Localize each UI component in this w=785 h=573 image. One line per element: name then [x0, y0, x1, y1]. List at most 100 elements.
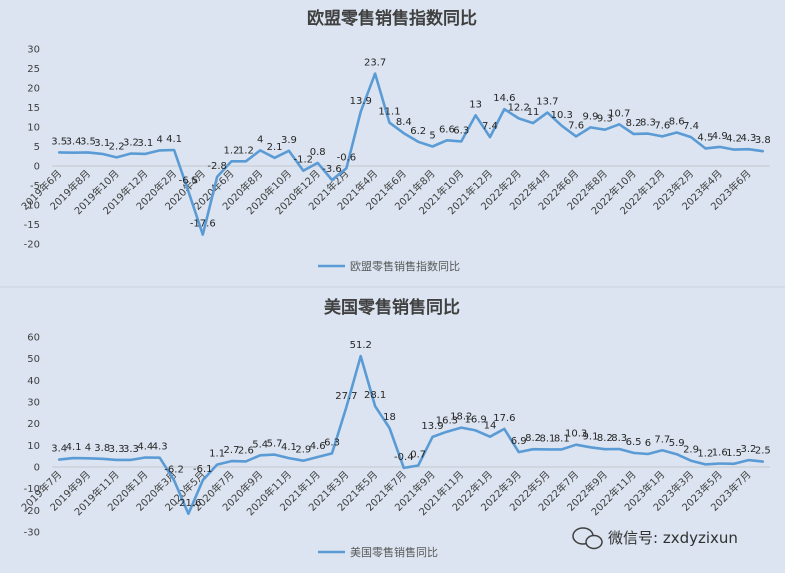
- us-data-label: 5.4: [252, 439, 268, 450]
- eu-data-label: 10.7: [608, 108, 630, 119]
- us-data-label: -21.6: [175, 498, 201, 509]
- eu-data-label: -6.5: [179, 175, 199, 186]
- us-data-label: -6.1: [193, 464, 213, 475]
- eu-data-label: 10.3: [551, 110, 573, 121]
- eu-data-label: 6.2: [410, 126, 426, 137]
- eu-data-label: 4.1: [166, 134, 182, 145]
- us-data-label: 6.5: [626, 437, 642, 448]
- us-data-label: 1.6: [712, 448, 728, 459]
- us-data-label: 8.2: [597, 433, 613, 444]
- us-data-label: 2.9: [683, 445, 699, 456]
- eu-data-label: 3.5: [51, 136, 67, 147]
- eu-data-label: 6.3: [453, 125, 469, 136]
- us-data-label: 8.1: [554, 433, 570, 444]
- us-chart-title: 美国零售销售同比: [324, 297, 460, 318]
- us-data-label: 8.1: [539, 433, 555, 444]
- us-data-label: 18.2: [450, 412, 472, 423]
- eu-data-label: 4.5: [697, 132, 713, 143]
- eu-data-label: 6.6: [439, 124, 455, 135]
- us-y-tick: -30: [24, 528, 40, 539]
- us-y-tick: 0: [34, 463, 40, 474]
- eu-y-tick: -5: [30, 181, 40, 192]
- eu-data-label: 3.1: [94, 138, 110, 149]
- us-data-label: 9.1: [583, 431, 599, 442]
- eu-data-label: 1.2: [224, 145, 240, 156]
- us-data-label: 3.3: [109, 444, 125, 455]
- us-data-label: 16.3: [436, 416, 458, 427]
- eu-data-label: 7.6: [654, 120, 670, 131]
- us-chart: 美国零售销售同比6050403020100-10-20-302019年7月201…: [18, 297, 770, 559]
- eu-y-tick: 10: [27, 123, 40, 134]
- eu-y-tick: 15: [27, 103, 40, 114]
- eu-data-label: 13: [469, 99, 482, 110]
- eu-data-label: 13.7: [536, 97, 558, 108]
- eu-data-label: 7.4: [683, 121, 699, 132]
- watermark: 微信号: zxdyzixun: [572, 527, 738, 550]
- us-y-tick: 20: [27, 419, 40, 430]
- eu-data-label: 7.4: [482, 121, 498, 132]
- eu-data-label: 23.7: [364, 58, 386, 69]
- eu-data-label: 8.6: [669, 116, 685, 127]
- us-data-label: 4: [85, 442, 91, 453]
- eu-legend-label: 欧盟零售销售指数同比: [350, 259, 460, 273]
- eu-data-label: 14.6: [493, 93, 515, 104]
- eu-y-tick: -10: [24, 201, 40, 212]
- us-y-tick: 40: [27, 376, 40, 387]
- eu-y-tick: -20: [24, 240, 40, 251]
- eu-y-tick: 20: [27, 84, 40, 95]
- eu-chart-title: 欧盟零售销售指数同比: [307, 8, 477, 29]
- us-data-label: -0.4: [394, 452, 414, 463]
- us-data-label: 1.2: [697, 448, 713, 459]
- us-data-label: 51.2: [350, 340, 372, 351]
- us-data-label: 4.1: [281, 442, 297, 453]
- us-data-label: 3.8: [94, 443, 110, 454]
- eu-y-tick: 5: [34, 142, 40, 153]
- us-data-label: 28.1: [364, 390, 386, 401]
- us-legend-label: 美国零售销售同比: [350, 545, 438, 559]
- us-data-label: 3.2: [741, 444, 757, 455]
- eu-data-label: 8.3: [640, 118, 656, 129]
- eu-y-tick: 30: [27, 45, 40, 56]
- us-data-label: 3.4: [51, 444, 67, 455]
- us-data-label: 2.9: [295, 445, 311, 456]
- eu-y-tick: -15: [24, 220, 40, 231]
- us-y-tick: 50: [27, 354, 40, 365]
- us-data-label: 0.7: [410, 449, 426, 460]
- us-data-label: 13.9: [421, 421, 443, 432]
- us-data-label: 1.1: [209, 449, 225, 460]
- eu-data-label: -17.6: [190, 219, 216, 230]
- us-data-label: 6: [645, 438, 651, 449]
- eu-data-label: 11.1: [378, 107, 400, 118]
- eu-data-label: 5: [429, 131, 435, 142]
- eu-data-label: 4: [257, 134, 263, 145]
- eu-y-tick: 25: [27, 64, 40, 75]
- eu-data-label: 9.3: [597, 114, 613, 125]
- eu-data-label: 3.5: [80, 136, 96, 147]
- eu-data-label: -1.2: [294, 155, 314, 166]
- us-data-label: 10.3: [565, 429, 587, 440]
- us-data-label: -6.2: [164, 464, 184, 475]
- us-data-label: 18: [383, 412, 396, 423]
- eu-data-label: 9.9: [583, 111, 599, 122]
- us-data-label: 14: [484, 421, 497, 432]
- eu-data-label: 2.2: [109, 141, 125, 152]
- us-y-tick: 60: [27, 333, 40, 344]
- wechat-bubble-small: [585, 534, 603, 550]
- eu-data-label: 3.2: [123, 138, 139, 149]
- wechat-icon: [572, 527, 603, 550]
- eu-data-label: 13.9: [350, 96, 372, 107]
- us-data-label: 4.6: [310, 441, 326, 452]
- eu-chart: 欧盟零售销售指数同比302520151050-5-10-15-202019年6月…: [18, 8, 770, 273]
- us-data-label: 6.9: [511, 436, 527, 447]
- us-data-label: 17.6: [493, 413, 515, 424]
- us-data-label: 8.2: [525, 433, 541, 444]
- us-data-label: 5.9: [669, 438, 685, 449]
- eu-data-label: 8.2: [626, 118, 642, 129]
- eu-data-label: 4.3: [741, 133, 757, 144]
- us-data-label: 4.1: [66, 442, 82, 453]
- us-y-tick: -20: [24, 506, 40, 517]
- eu-data-label: 12.2: [508, 102, 530, 113]
- us-data-label: 2.6: [238, 445, 254, 456]
- eu-data-label: 2.1: [267, 142, 283, 153]
